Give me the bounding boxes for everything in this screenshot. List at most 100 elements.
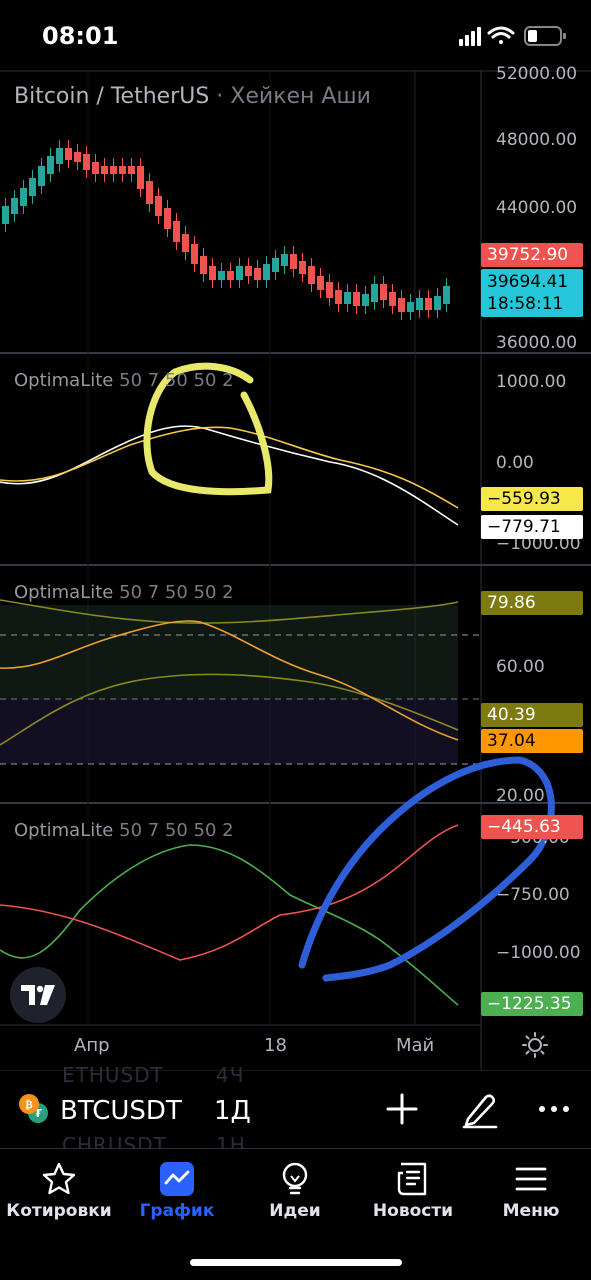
candle-body (398, 298, 405, 312)
bottom-nav: Котировки График Идеи Новости Меню (0, 1148, 591, 1280)
current-price: 39694.41 (487, 272, 569, 292)
candle-body (29, 178, 36, 196)
indicator-params: 50 7 50 50 2 (119, 370, 234, 391)
candle-body (416, 298, 423, 310)
nav-item-menu[interactable]: Меню (472, 1159, 590, 1229)
chart-title[interactable]: Bitcoin / TetherUS · Хейкен Аши (14, 84, 371, 109)
battery-icon (524, 26, 566, 46)
candle-body (344, 292, 351, 304)
status-time: 08:01 (42, 22, 119, 50)
candle-body (254, 268, 261, 280)
timeframe-selector[interactable]: 1Д (214, 1096, 251, 1126)
nav-item-ideas[interactable]: Идеи (236, 1159, 354, 1229)
indicator-badge: −1225.35 (481, 992, 583, 1016)
drawing-pen-icon[interactable] (460, 1089, 500, 1129)
current-price-badge: 39694.41 18:58:11 (481, 269, 583, 317)
candle-body (317, 276, 324, 290)
add-plus-icon[interactable] (382, 1089, 422, 1129)
band-lower (0, 673, 459, 746)
candle-body (371, 284, 378, 302)
optima-line-orange (0, 620, 459, 741)
indicator-axis-label: −1000.00 (496, 943, 581, 963)
more-options-icon[interactable] (534, 1089, 574, 1129)
indicator-axis-label: −750.00 (496, 885, 570, 905)
indicator-badge: 79.86 (481, 591, 583, 615)
indicator-axis-label: 1000.00 (496, 372, 567, 392)
candle-body (110, 166, 117, 174)
indicator-title[interactable]: OptimaLite 50 7 50 50 2 (14, 582, 234, 603)
settings-gear-icon[interactable] (522, 1032, 548, 1058)
candle-body (2, 206, 9, 224)
candle-body (164, 208, 171, 229)
candle-body (47, 156, 54, 174)
candle-body (200, 256, 207, 274)
candle-body (101, 166, 108, 174)
chart-canvas[interactable] (0, 70, 591, 1070)
symbol-name[interactable]: BTCUSDT (60, 1096, 182, 1126)
tradingview-logo[interactable] (10, 967, 66, 1023)
chart-area[interactable]: Bitcoin / TetherUS · Хейкен Аши 52000.00… (0, 64, 591, 1070)
candle-body (218, 271, 225, 280)
candle-body (155, 196, 162, 216)
nav-label: Новости (372, 1201, 454, 1221)
nav-label: Идеи (269, 1201, 321, 1221)
candle-body (182, 234, 189, 252)
indicator-name: OptimaLite (14, 582, 114, 603)
menu-icon (515, 1167, 547, 1191)
symbol-bar[interactable]: ETHUSDT 4Ч CHRUSDT 1Н ₮ ₿ BTCUSDT 1Д (0, 1063, 591, 1157)
indicator-badge: 40.39 (481, 703, 583, 727)
nav-label: График (139, 1201, 215, 1221)
indicator-badge: −559.93 (481, 487, 583, 511)
candle-body (20, 188, 27, 206)
candle-body (173, 221, 180, 242)
band-upper (0, 599, 459, 624)
indicator-params: 50 7 50 50 2 (119, 820, 234, 841)
indicator-axis-label: 20.00 (496, 786, 545, 806)
candle-body (11, 198, 18, 214)
candle-body (227, 271, 234, 280)
candle-body (380, 284, 387, 300)
indicator-axis-label: 60.00 (496, 657, 545, 677)
candle-body (245, 266, 252, 276)
indicator-axis-label: −1000.00 (496, 534, 581, 554)
tradingview-icon (21, 985, 55, 1005)
time-label: Апр (74, 1035, 110, 1056)
candle-body (272, 258, 279, 272)
nav-item-news[interactable]: Новости (354, 1159, 472, 1229)
candle-body (353, 292, 360, 306)
candle-body (209, 266, 216, 280)
candle-body (362, 294, 369, 306)
chart-style: · Хейкен Аши (216, 84, 371, 109)
candle-body (83, 154, 90, 170)
optima-line-white (0, 425, 459, 526)
indicator-title[interactable]: OptimaLite 50 7 50 50 2 (14, 370, 234, 391)
svg-text:₮: ₮ (34, 1107, 42, 1120)
chart-icon (160, 1162, 194, 1196)
candle-body (146, 181, 153, 204)
nav-label: Котировки (6, 1201, 112, 1221)
candle-body (308, 266, 315, 284)
status-bar: 08:01 (0, 0, 591, 70)
candle-body (335, 290, 342, 304)
candle-body (128, 166, 135, 174)
candle-body (281, 254, 288, 266)
candle-body (326, 282, 333, 298)
countdown-timer: 18:58:11 (487, 294, 564, 314)
price-label: 52000.00 (496, 64, 578, 84)
nav-item-chart[interactable]: График (118, 1159, 236, 1229)
price-label: 48000.00 (496, 130, 578, 150)
indicator-title[interactable]: OptimaLite 50 7 50 50 2 (14, 820, 234, 841)
candle-body (191, 244, 198, 264)
candle-body (290, 254, 297, 269)
svg-text:₿: ₿ (25, 1098, 33, 1111)
optima-line-yellow (0, 426, 459, 509)
indicator-name: OptimaLite (14, 820, 114, 841)
nav-label: Меню (502, 1201, 560, 1221)
indicator-badge: −779.71 (481, 515, 583, 539)
btc-usdt-coin-icon: ₮ ₿ (19, 1094, 48, 1123)
heikin-ashi-candles (2, 140, 450, 320)
nav-item-quotes[interactable]: Котировки (0, 1159, 118, 1229)
candle-body (38, 166, 45, 186)
candle-body (119, 166, 126, 174)
price-label: 36000.00 (496, 333, 578, 353)
